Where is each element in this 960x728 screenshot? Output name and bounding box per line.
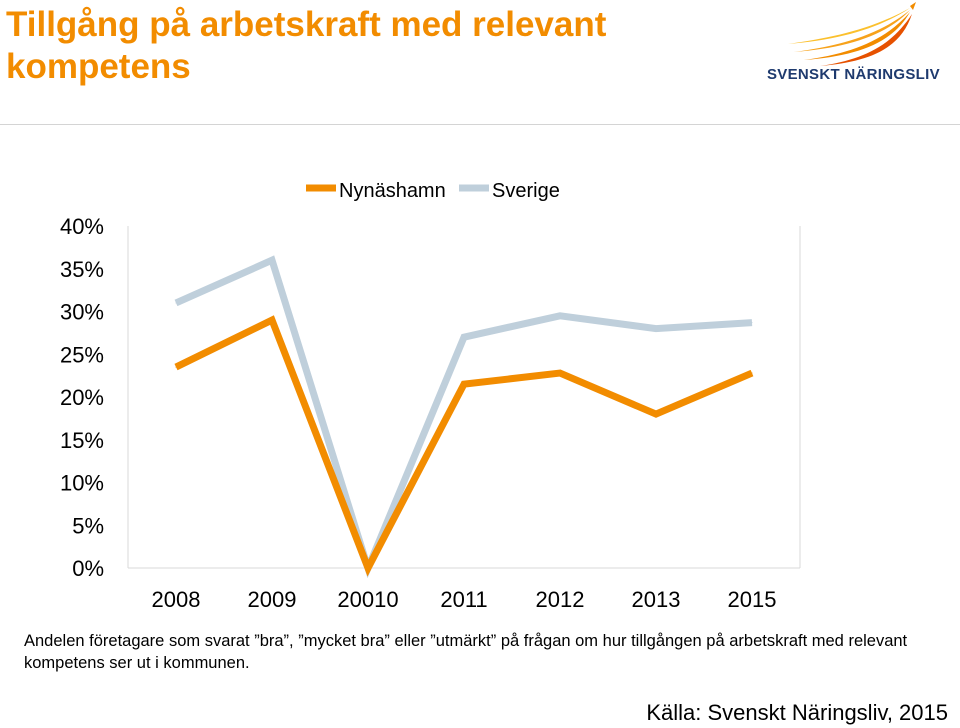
- data-point-sverige: [751, 322, 753, 324]
- data-point-nynashamn: [463, 383, 465, 385]
- x-tick-label: 2011: [440, 587, 487, 612]
- svenskt-naringsliv-logo: [788, 2, 916, 66]
- data-point-sverige: [463, 336, 465, 338]
- x-tick-label: 2015: [728, 587, 777, 612]
- y-tick-label: 15%: [60, 428, 104, 453]
- footnote: Andelen företagare som svarat ”bra”, ”my…: [24, 632, 908, 672]
- page-title: Tillgång på arbetskraft med relevant kom…: [6, 5, 607, 86]
- y-tick-label: 0%: [72, 556, 104, 581]
- y-tick-label: 5%: [72, 513, 104, 538]
- data-point-nynashamn: [271, 319, 273, 321]
- x-tick-label: 2008: [152, 587, 201, 612]
- y-tick-labels: 0% 5% 10% 15% 20% 25% 30% 35% 40%: [60, 214, 104, 581]
- series-lines: [174, 255, 754, 579]
- data-point-nynashamn: [751, 372, 753, 374]
- source-text: Källa: Svenskt Näringsliv, 2015: [646, 700, 948, 725]
- x-tick-label: 2012: [536, 587, 585, 612]
- y-tick-label: 30%: [60, 300, 104, 325]
- x-tick-label: 2013: [632, 587, 681, 612]
- y-tick-label: 40%: [60, 214, 104, 239]
- y-tick-label: 10%: [60, 471, 104, 496]
- data-point-nynashamn: [559, 372, 561, 374]
- data-point-sverige: [655, 328, 657, 330]
- data-point-sverige: [559, 315, 561, 317]
- y-tick-label: 20%: [60, 385, 104, 410]
- legend-label-nynashamn: Nynäshamn: [339, 180, 446, 202]
- legend: Nynäshamn Sverige: [306, 180, 560, 202]
- series-line-sverige: [174, 255, 753, 579]
- data-point-nynashamn: [367, 567, 369, 569]
- data-point-nynashamn: [655, 413, 657, 415]
- x-tick-labels: 2008 2009 20010 2011 2012 2013 2015: [152, 587, 777, 612]
- x-tick-label: 20010: [337, 587, 398, 612]
- header-divider: [0, 124, 960, 125]
- x-tick-label: 2009: [248, 587, 297, 612]
- y-tick-label: 35%: [60, 257, 104, 282]
- data-point-nynashamn: [175, 366, 177, 368]
- series-line-nynashamn: [174, 315, 754, 577]
- data-point-sverige: [175, 302, 177, 304]
- y-tick-label: 25%: [60, 342, 104, 367]
- logo-text: SVENSKT NÄRINGSLIV: [767, 66, 940, 83]
- data-point-sverige: [271, 259, 273, 261]
- legend-label-sverige: Sverige: [492, 180, 560, 202]
